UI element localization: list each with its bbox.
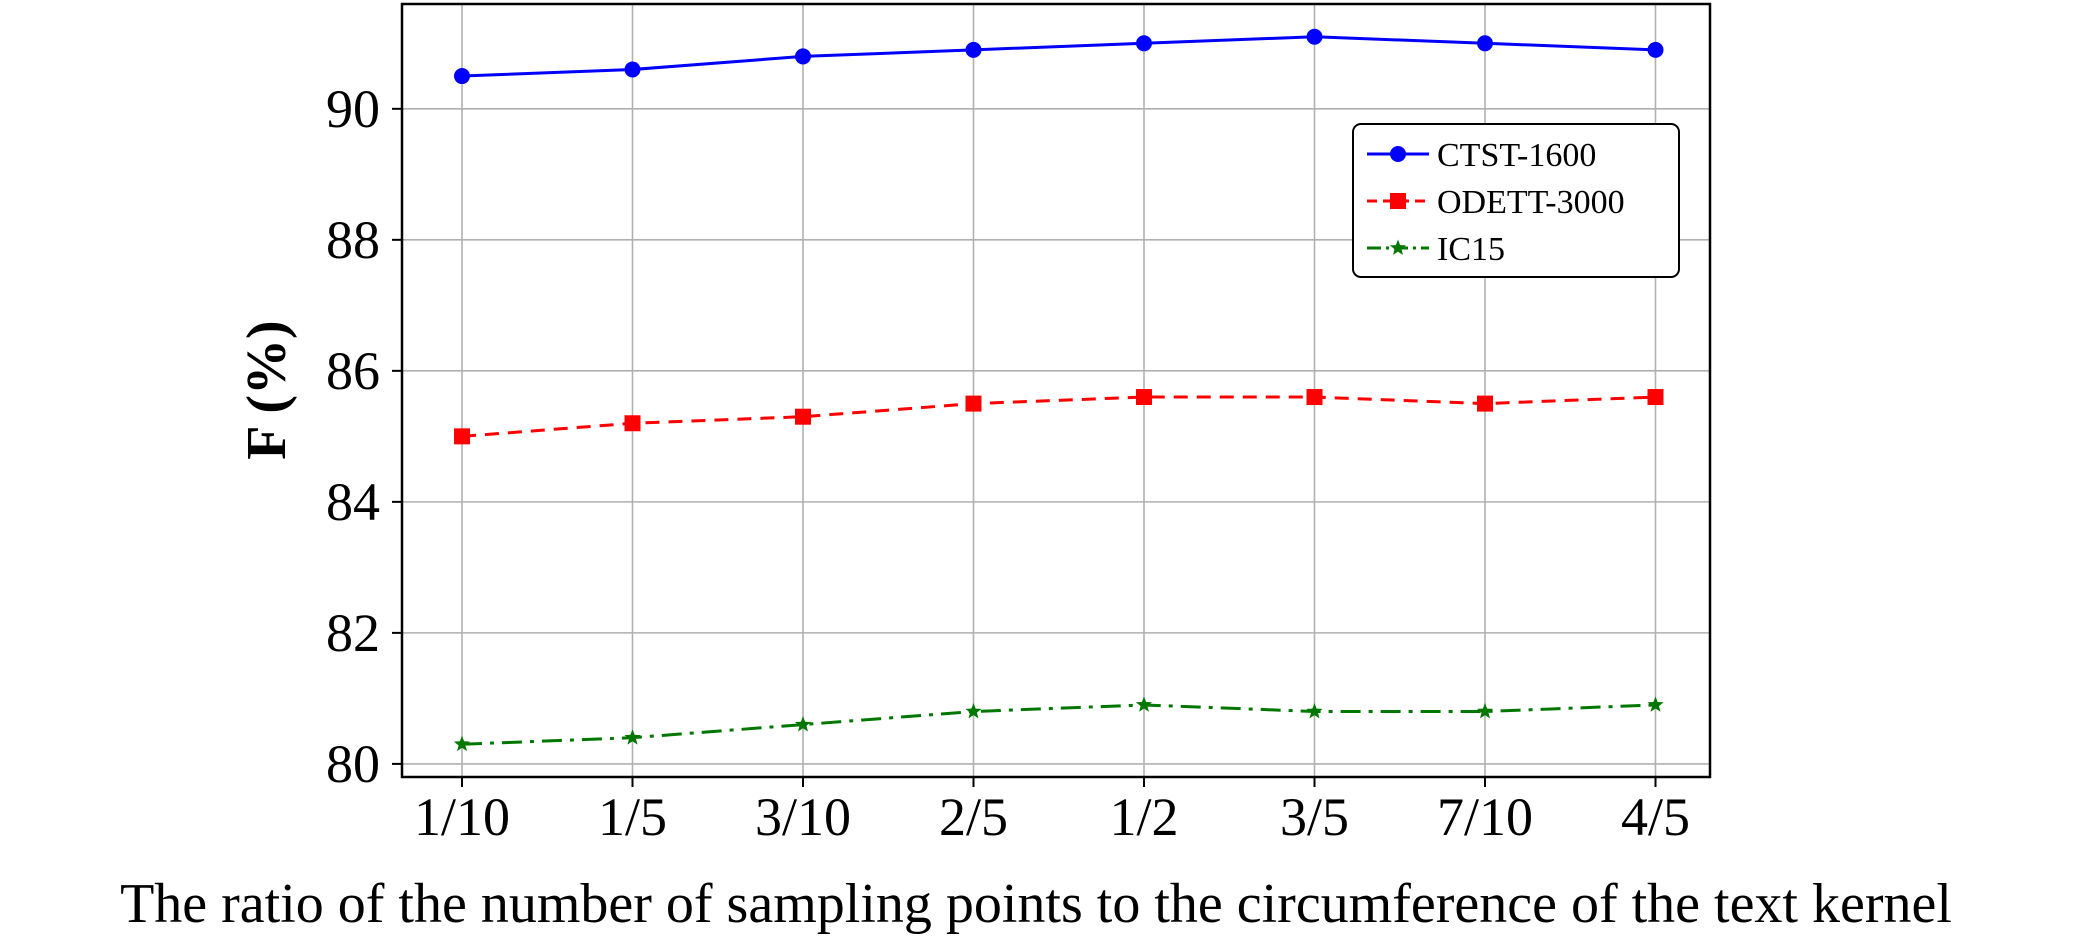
legend-marker — [1390, 193, 1406, 209]
y-tick-label: 84 — [326, 472, 380, 532]
data-point — [1136, 389, 1152, 406]
series-line — [461, 35, 1656, 78]
data-point — [1306, 703, 1323, 719]
plot-area-frame — [400, 2, 1712, 779]
legend-marker — [1389, 239, 1407, 255]
data-point — [1477, 395, 1493, 412]
y-tick-label: 88 — [326, 210, 380, 270]
data-point — [1647, 389, 1664, 406]
data-point — [965, 395, 982, 412]
legend-label: CTST-1600 — [1437, 137, 1596, 174]
x-tick-label: 1/10 — [414, 787, 510, 847]
data-point — [624, 61, 641, 78]
series-line — [461, 395, 1656, 438]
legend-item: IC15 — [1367, 231, 1505, 268]
data-point — [795, 48, 811, 65]
data-point — [1135, 696, 1153, 712]
series-odett-3000 — [454, 389, 1664, 445]
x-axis-ticks: 1/10 1/5 3/10 2/5 1/2 3/5 7/10 4/5 — [414, 777, 1690, 847]
grid-lines — [402, 4, 1710, 777]
legend-box — [1352, 123, 1680, 278]
data-point — [795, 408, 811, 425]
x-tick-label: 3/5 — [1280, 787, 1349, 847]
data-point — [965, 703, 982, 719]
data-point — [454, 428, 470, 445]
data-point — [1477, 35, 1493, 52]
x-tick-label: 1/2 — [1109, 787, 1178, 847]
x-tick-label: 7/10 — [1437, 787, 1533, 847]
series-layer — [453, 28, 1664, 752]
y-axis-ticks: 80 82 84 86 88 90 — [326, 79, 402, 794]
data-point — [624, 729, 641, 745]
legend-label: ODETT-3000 — [1437, 184, 1625, 221]
x-tick-label: 1/5 — [598, 787, 667, 847]
y-tick-label: 80 — [326, 734, 380, 794]
series-line — [461, 703, 1656, 746]
x-tick-label: 3/10 — [755, 787, 851, 847]
data-point — [454, 68, 470, 85]
data-point — [624, 415, 641, 432]
data-point — [1476, 703, 1494, 719]
legend: CTST-1600 ODETT-3000 IC15 — [1352, 123, 1680, 278]
y-axis-title: F (%) — [236, 320, 298, 459]
x-tick-label: 2/5 — [939, 787, 1008, 847]
x-tick-label: 4/5 — [1621, 787, 1690, 847]
data-point — [794, 716, 812, 732]
legend-item: ODETT-3000 — [1367, 184, 1625, 221]
data-point — [1647, 696, 1664, 712]
series-ic15 — [453, 696, 1664, 752]
data-point — [965, 41, 982, 58]
data-point — [1306, 28, 1323, 45]
series-ctst-1600 — [454, 28, 1664, 85]
data-point — [1136, 35, 1152, 52]
data-point — [1647, 41, 1664, 58]
data-point — [1306, 389, 1323, 406]
legend-item: CTST-1600 — [1367, 137, 1596, 174]
data-point — [453, 735, 471, 752]
legend-label: IC15 — [1437, 231, 1505, 268]
x-axis-title: The ratio of the number of sampling poin… — [120, 873, 1952, 935]
y-tick-label: 90 — [326, 79, 380, 139]
y-tick-label: 86 — [326, 341, 380, 401]
legend-marker — [1390, 146, 1406, 162]
y-tick-label: 82 — [326, 603, 380, 663]
